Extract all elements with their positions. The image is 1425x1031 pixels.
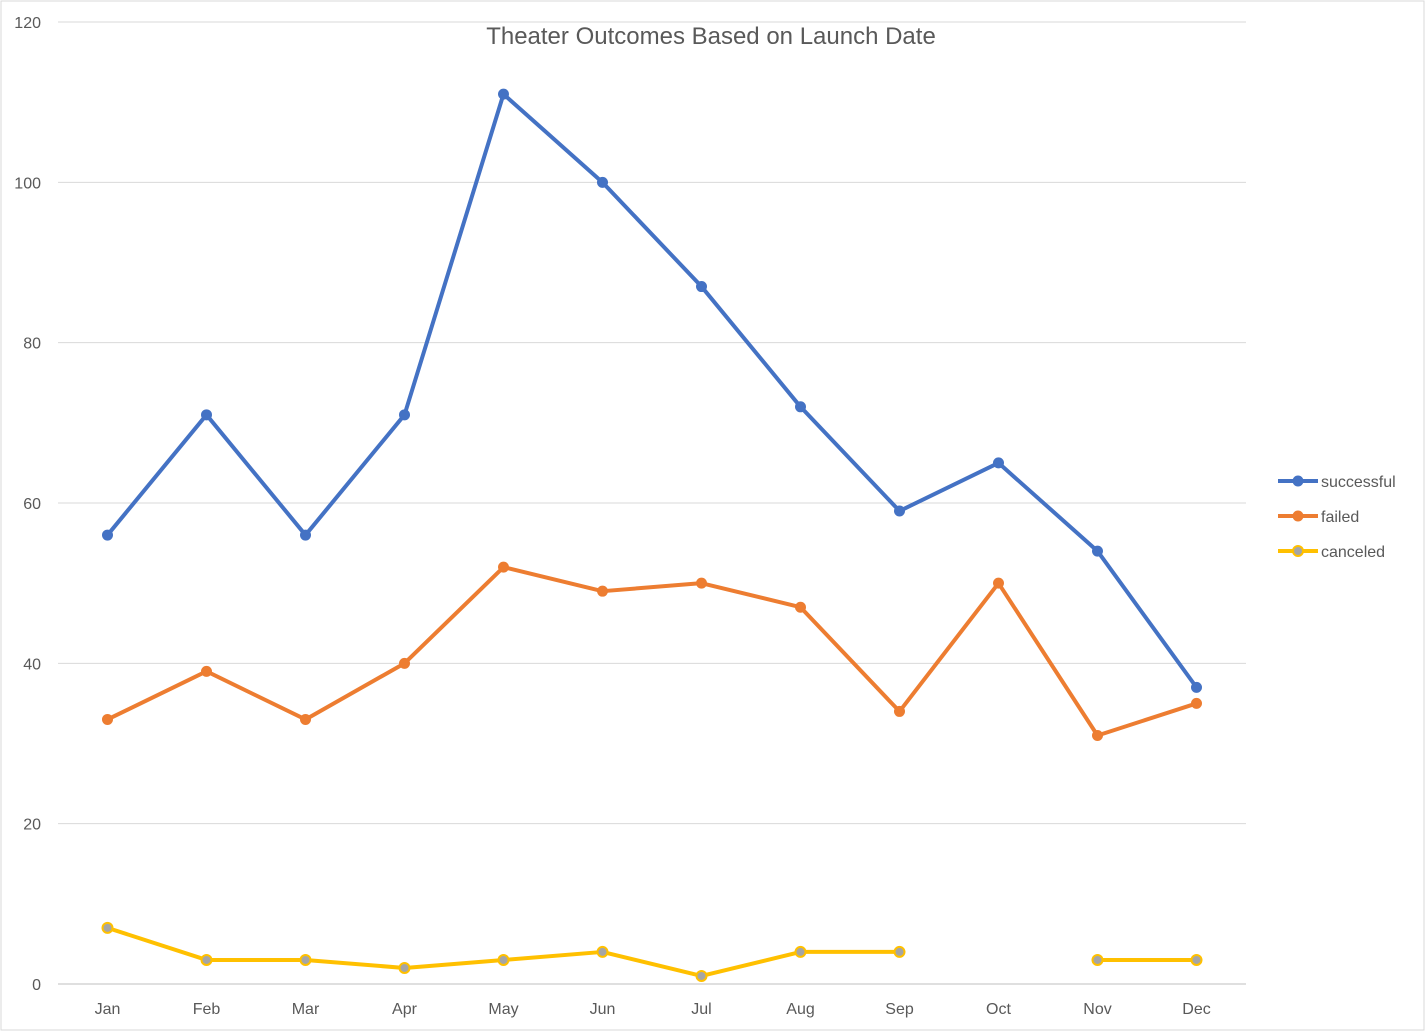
y-tick-label: 80 (23, 336, 41, 353)
data-point (201, 409, 212, 421)
x-tick-label: Mar (292, 1001, 320, 1018)
data-point (399, 409, 410, 421)
x-axis-ticks: Jan Feb Mar Apr May Jun Jul Aug Sep Oct Nov Dec (95, 1001, 1211, 1018)
x-tick-label: Jan (95, 1001, 121, 1018)
x-tick-label: Dec (1182, 1001, 1210, 1018)
x-tick-label: Oct (986, 1001, 1011, 1018)
x-tick-label: Feb (193, 1001, 221, 1018)
data-point (1191, 697, 1202, 709)
data-point (993, 577, 1004, 589)
data-point (695, 969, 708, 982)
chart-title: Theater Outcomes Based on Launch Date (486, 23, 936, 50)
data-point (794, 945, 807, 958)
data-point (399, 657, 410, 669)
y-tick-label: 60 (23, 496, 41, 513)
data-point (498, 88, 509, 100)
x-tick-label: Jun (590, 1001, 616, 1018)
x-tick-label: Jul (691, 1001, 711, 1018)
data-point (795, 601, 806, 613)
series-failed (102, 561, 1202, 741)
data-point (696, 577, 707, 589)
data-point (498, 561, 509, 573)
legend-marker (1292, 510, 1304, 522)
x-tick-label: Sep (885, 1001, 914, 1018)
y-tick-label: 40 (23, 656, 41, 673)
gridlines (58, 21, 1246, 985)
data-point (201, 665, 212, 677)
y-tick-label: 120 (14, 15, 41, 32)
series-line (105, 565, 1199, 738)
series-line (105, 92, 1199, 690)
x-tick-label: Apr (392, 1001, 418, 1018)
data-point (894, 705, 905, 717)
x-tick-label: Aug (786, 1001, 814, 1018)
data-point (1191, 681, 1202, 693)
data-point (1092, 545, 1103, 557)
data-point (894, 505, 905, 517)
series-group (101, 88, 1203, 982)
data-point (299, 953, 312, 966)
y-axis-ticks: 0 20 40 60 80 100 120 (14, 15, 41, 994)
data-point (1091, 953, 1104, 966)
data-point (102, 529, 113, 541)
data-point (596, 945, 609, 958)
legend-label: successful (1321, 474, 1396, 491)
x-tick-label: May (488, 1001, 518, 1018)
legend-label: failed (1321, 509, 1359, 526)
y-tick-label: 0 (32, 977, 41, 994)
legend-marker (1292, 545, 1304, 557)
legend-item-canceled: canceled (1278, 544, 1385, 561)
series-canceled (101, 921, 1203, 982)
data-point (696, 281, 707, 293)
y-tick-label: 20 (23, 817, 41, 834)
data-point (993, 457, 1004, 469)
legend-label: canceled (1321, 544, 1385, 561)
data-point (497, 953, 510, 966)
data-point (795, 401, 806, 413)
legend-item-successful: successful (1278, 474, 1396, 491)
legend: successful failed canceled (1278, 474, 1396, 561)
legend-item-failed: failed (1278, 509, 1359, 526)
data-point (300, 713, 311, 725)
y-tick-label: 100 (14, 175, 41, 192)
data-point (398, 961, 411, 974)
legend-marker (1292, 475, 1304, 487)
data-point (300, 529, 311, 541)
data-point (597, 585, 608, 597)
data-point (200, 953, 213, 966)
data-point (597, 176, 608, 188)
series-successful (102, 88, 1202, 693)
data-point (893, 945, 906, 958)
x-tick-label: Nov (1083, 1001, 1111, 1018)
data-point (1092, 729, 1103, 741)
data-point (1190, 953, 1203, 966)
data-point (102, 713, 113, 725)
data-point (101, 921, 114, 934)
